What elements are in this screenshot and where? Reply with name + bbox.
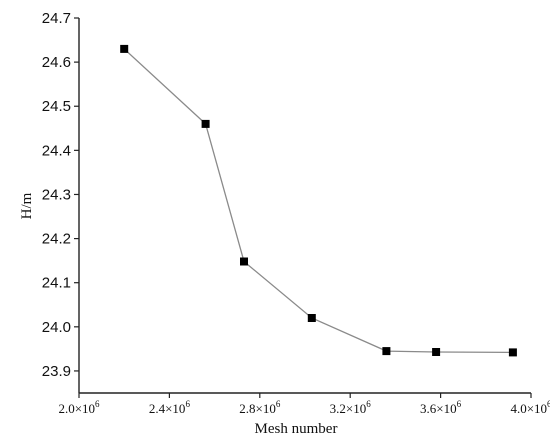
y-tick-label: 23.9: [42, 363, 71, 380]
series-line: [123, 48, 513, 354]
data-point-marker: [382, 347, 391, 356]
x-axis-ticks: 2.0×106 2.4×106 2.8×106 3.2×106 3.6×106 4.0×1…: [58, 393, 550, 416]
data-point-marker: [120, 44, 129, 53]
y-axis-ticks: 23.9 24.0 24.1 24.2 24.3 24.4 24.5 24.6 24.7: [42, 10, 79, 380]
y-tick-label: 24.0: [42, 319, 71, 336]
y-tick-label: 24.5: [42, 98, 71, 115]
y-tick-label: 24.4: [42, 142, 71, 159]
plot-area: [78, 18, 531, 394]
x-axis-title: Mesh number: [255, 421, 338, 437]
x-tick-label: 3.2×106: [330, 399, 372, 416]
x-tick-label: 3.6×106: [420, 399, 462, 416]
y-tick-label: 24.1: [42, 275, 71, 292]
x-tick-label: 2.4×106: [149, 399, 191, 416]
data-point-marker: [201, 119, 210, 128]
series-layer: [120, 44, 517, 357]
data-point-marker: [432, 348, 441, 356]
data-point-marker: [508, 348, 517, 357]
y-tick-label: 24.6: [42, 54, 71, 71]
y-tick-label: 24.2: [42, 231, 71, 248]
y-tick-label: 24.3: [42, 186, 71, 203]
x-tick-label: 4.0×106: [510, 399, 550, 416]
y-tick-label: 24.7: [42, 10, 71, 27]
x-tick-label: 2.8×106: [239, 399, 281, 416]
data-point-marker: [307, 314, 316, 322]
x-tick-label: 2.0×106: [58, 399, 100, 416]
y-axis-title: H/m: [19, 192, 35, 219]
data-point-marker: [240, 257, 248, 266]
